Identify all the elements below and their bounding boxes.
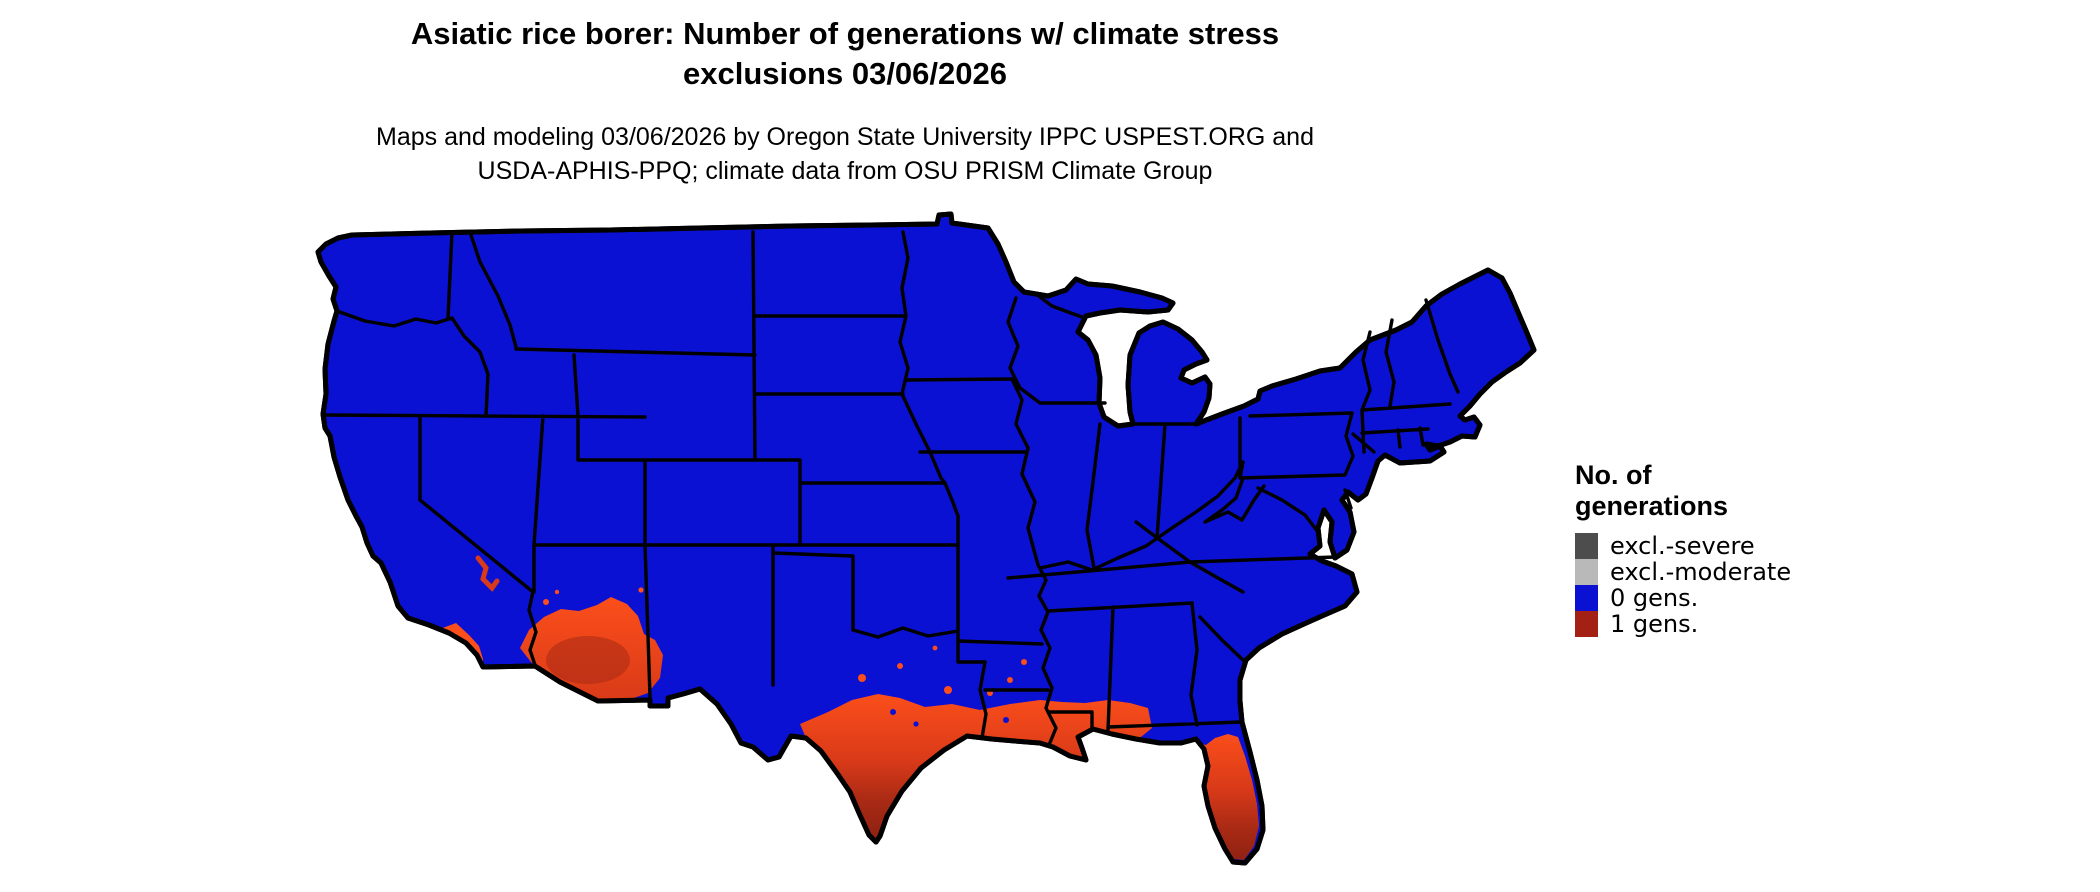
header: Asiatic rice borer: Number of generation… [230,14,1460,188]
island-speck [437,647,443,653]
hot-region-texas-gulf [800,694,1152,842]
legend-label: excl.-moderate [1610,558,1792,586]
legend-item: 1 gens. [1575,610,1791,638]
legend-swatch [1575,559,1598,585]
hot-speck [543,599,549,605]
legend: No. of generations excl.-severe excl.-mod… [1575,460,1792,638]
map-subtitle: Maps and modeling 03/06/2026 by Oregon S… [230,120,1460,188]
legend-label: excl.-severe [1610,532,1755,560]
florida-keys-speck [1217,877,1223,883]
hot-speck [858,674,866,682]
hot-speck [897,663,903,669]
legend-item: excl.-moderate [1575,558,1792,586]
legend-item: excl.-severe [1575,532,1791,560]
florida-keys-speck [1202,874,1208,880]
island-speck [449,658,455,664]
cool-hole [890,709,896,715]
hot-squiggle-death-valley [475,555,500,592]
cool-hole [913,721,919,727]
hot-speck [1021,659,1027,665]
legend-label: 0 gens. [1610,584,1699,612]
florida-keys-speck [1233,875,1238,880]
hot-speck [1007,677,1013,683]
florida-keys-speck [1190,873,1194,877]
legend-swatch [1575,611,1598,637]
legend-item: 0 gens. [1575,584,1791,612]
legend-title-line-2: generations [1575,491,1729,521]
hot-speck [932,645,938,651]
island-speck [423,641,427,645]
map-subtitle-line-1: Maps and modeling 03/06/2026 by Oregon S… [376,123,1314,151]
legend-swatch [1575,585,1598,611]
florida-keys-speck [1246,869,1250,873]
legend-swatch [1575,533,1598,559]
hot-speck [944,686,952,694]
legend-items: excl.-severe excl.-moderate 0 gens. 1 gens. [1575,532,1792,638]
map-subtitle-line-2: USDA-APHIS-PPQ; climate data from OSU PR… [477,157,1213,185]
hot-speck [638,587,644,593]
legend-label: 1 gens. [1610,610,1699,638]
map-title-line-1: Asiatic rice borer: Number of generation… [410,16,1280,51]
map-title-line-2: exclusions 03/06/2026 [682,56,1007,91]
hot-core-arizona [546,636,630,684]
island-speck [461,665,467,671]
hot-speck [554,589,560,595]
legend-title-line-1: No. of [1575,460,1652,490]
state-borders [321,230,1460,747]
cool-hole [1003,717,1009,723]
